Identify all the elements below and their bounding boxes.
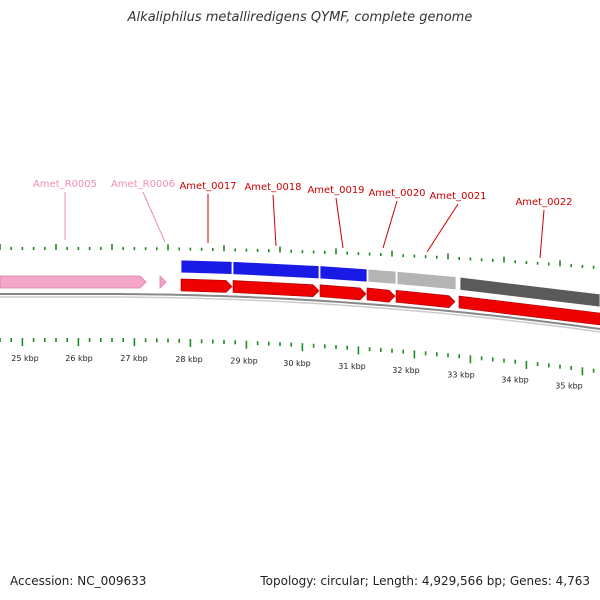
gene-leader-line [539, 209, 545, 259]
kbp-label: 31 kbp [338, 362, 366, 371]
gene-label: Amet_0019 [307, 185, 364, 196]
kbp-label: 26 kbp [65, 354, 93, 363]
cog-feature-1 [232, 261, 320, 280]
cds-feature-1 [232, 280, 320, 298]
cds-feature-2 [319, 284, 367, 301]
gene-label: Amet_R0006 [111, 179, 175, 190]
gene-leader-line [272, 194, 277, 247]
gene-leader-line [426, 203, 459, 253]
gene-leader-line [382, 200, 398, 249]
cds-feature-5 [458, 295, 600, 326]
cog-feature-3 [367, 268, 397, 285]
gene-label: Amet_0017 [179, 181, 236, 192]
gene-label: Amet_0018 [244, 182, 301, 193]
gene-label: Amet_0020 [368, 188, 425, 199]
map-title: Alkaliphilus metalliredigens QYMF, compl… [127, 10, 473, 25]
cds-feature-3 [366, 287, 396, 303]
cds-feature-0 [180, 278, 233, 293]
backbone-outer [0, 293, 600, 330]
kbp-label: 28 kbp [175, 355, 203, 364]
gene-label: Amet_R0005 [33, 179, 97, 190]
kbp-label: 30 kbp [283, 359, 311, 368]
cog-feature-0 [180, 259, 233, 275]
backbone-inner [0, 296, 600, 333]
accession-text: Accession: NC_009633 [10, 574, 147, 588]
cog-feature-2 [319, 265, 368, 283]
kbp-label: 27 kbp [120, 354, 148, 363]
kbp-label: 35 kbp [555, 382, 583, 391]
cog-feature-4 [396, 270, 457, 291]
kbp-label: 33 kbp [447, 370, 475, 379]
kbp-label: 29 kbp [230, 357, 258, 366]
genome-summary-text: Topology: circular; Length: 4,929,566 bp… [260, 574, 590, 588]
gene-leader-line [335, 197, 344, 249]
gene-leader-line [142, 191, 166, 243]
kbp-label: 34 kbp [501, 376, 529, 385]
cog-feature-5 [459, 276, 600, 308]
rna-feature-Amet_R0005 [0, 275, 147, 289]
gene-label: Amet_0021 [429, 191, 486, 202]
gene-label: Amet_0022 [515, 197, 572, 208]
rna-feature-Amet_R0006 [159, 275, 167, 289]
kbp-label: 32 kbp [392, 366, 420, 375]
cds-feature-4 [395, 289, 456, 308]
kbp-label: 25 kbp [11, 354, 39, 363]
